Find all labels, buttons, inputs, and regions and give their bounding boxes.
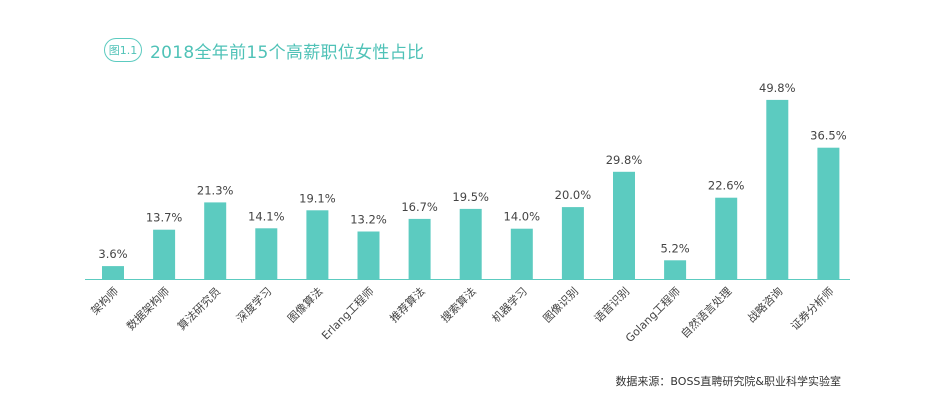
category-label: 图像识别	[541, 285, 581, 325]
category-label: 证券分析师	[788, 284, 837, 333]
figure-badge: 图1.1	[104, 38, 142, 62]
bar	[715, 197, 738, 279]
source-note: 数据来源：BOSS直聘研究院&职业科学实验室	[615, 375, 841, 388]
category-label: 架构师	[88, 284, 121, 317]
category-label: 数据架构师	[123, 284, 172, 333]
value-label: 14.0%	[504, 210, 541, 224]
bar	[357, 231, 380, 279]
bars-layer	[102, 99, 840, 280]
category-label: Erlang工程师	[319, 285, 376, 342]
value-labels-layer: 3.6% 13.7% 21.3% 14.1% 19.1% 13.2% 16.7% 19.5% 1…	[98, 81, 846, 261]
bar	[153, 229, 176, 279]
value-label: 14.1%	[248, 209, 285, 223]
bar	[408, 218, 431, 279]
bar	[613, 171, 635, 279]
bar	[306, 210, 329, 279]
bar	[459, 208, 482, 279]
category-label: 深度学习	[233, 284, 274, 325]
bar	[510, 228, 533, 279]
bar	[204, 202, 227, 279]
category-label: Golang工程师	[623, 285, 683, 345]
bar	[766, 99, 789, 280]
value-label: 29.8%	[606, 153, 643, 167]
value-label: 19.1%	[299, 191, 336, 205]
category-label: 战略咨询	[744, 284, 785, 325]
value-label: 3.6%	[98, 247, 127, 261]
category-label: 算法研究员	[175, 284, 224, 333]
bar	[561, 207, 584, 279]
chart-title: 2018全年前15个高薪职位女性占比	[150, 42, 425, 63]
category-label: 机器学习	[489, 284, 530, 325]
value-label: 21.3%	[197, 183, 234, 197]
value-label: 13.7%	[146, 211, 183, 225]
category-label: 图像算法	[285, 284, 326, 325]
value-label: 49.8%	[759, 81, 796, 95]
category-label: 搜索算法	[438, 284, 479, 325]
category-label: 推荐算法	[387, 284, 428, 325]
chart-header: 图1.1 2018全年前15个高薪职位女性占比	[104, 36, 424, 64]
value-label: 13.2%	[350, 213, 387, 227]
bar	[817, 147, 840, 279]
value-label: 20.0%	[555, 188, 592, 202]
category-label: 自然语言处理	[678, 284, 735, 341]
value-label: 22.6%	[708, 179, 745, 193]
value-label: 36.5%	[810, 129, 847, 143]
bar	[664, 260, 687, 279]
value-label: 16.7%	[401, 200, 438, 214]
bar	[102, 266, 124, 279]
bar	[255, 228, 278, 279]
value-label: 5.2%	[660, 241, 689, 255]
category-label: 语音识别	[591, 284, 632, 325]
value-label: 19.5%	[452, 190, 489, 204]
